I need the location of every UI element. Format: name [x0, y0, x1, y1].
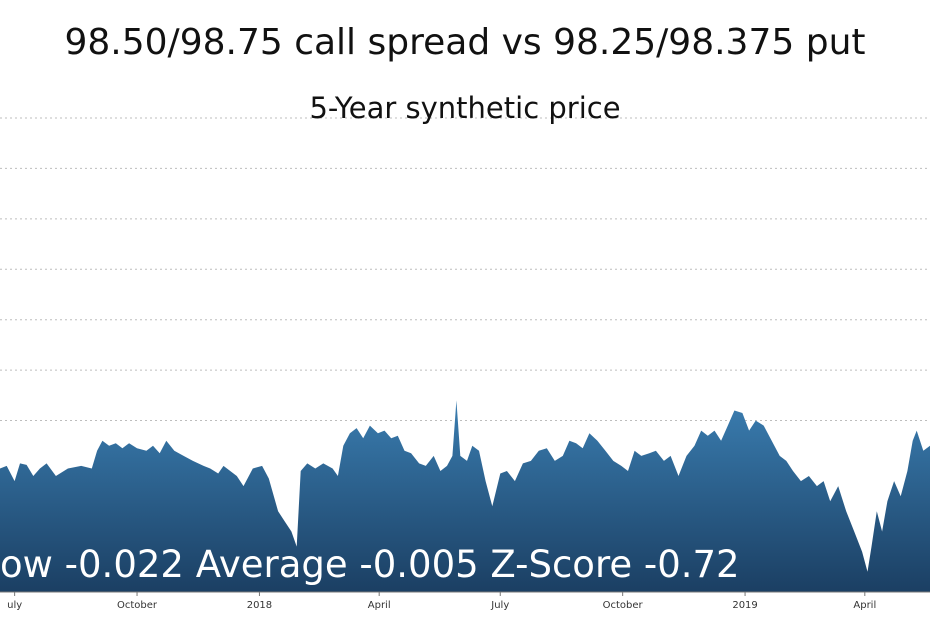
area-series: [0, 400, 930, 592]
x-tick-label: uly: [7, 600, 22, 611]
x-axis: uly October 2018 April July October 2019 April: [0, 591, 930, 611]
x-tick-label: April: [368, 600, 391, 611]
area-series-path: [0, 400, 930, 592]
x-tick-label: 2018: [247, 600, 272, 611]
x-tick-label: 2019: [732, 600, 757, 611]
chart-subtitle: 5-Year synthetic price: [309, 91, 620, 125]
stats-overlay: ow -0.022 Average -0.005 Z-Score -0.72: [0, 543, 740, 586]
gridlines: [0, 117, 930, 422]
chart-title: 98.50/98.75 call spread vs 98.25/98.375 …: [65, 22, 866, 63]
x-tick-label: October: [603, 600, 644, 611]
x-tick-label: April: [853, 600, 876, 611]
x-tick-label: October: [117, 600, 158, 611]
x-tick-label: July: [490, 600, 509, 611]
